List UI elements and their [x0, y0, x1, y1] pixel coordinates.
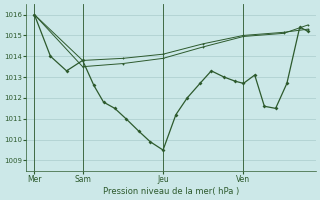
X-axis label: Pression niveau de la mer( hPa ): Pression niveau de la mer( hPa ): [103, 187, 239, 196]
